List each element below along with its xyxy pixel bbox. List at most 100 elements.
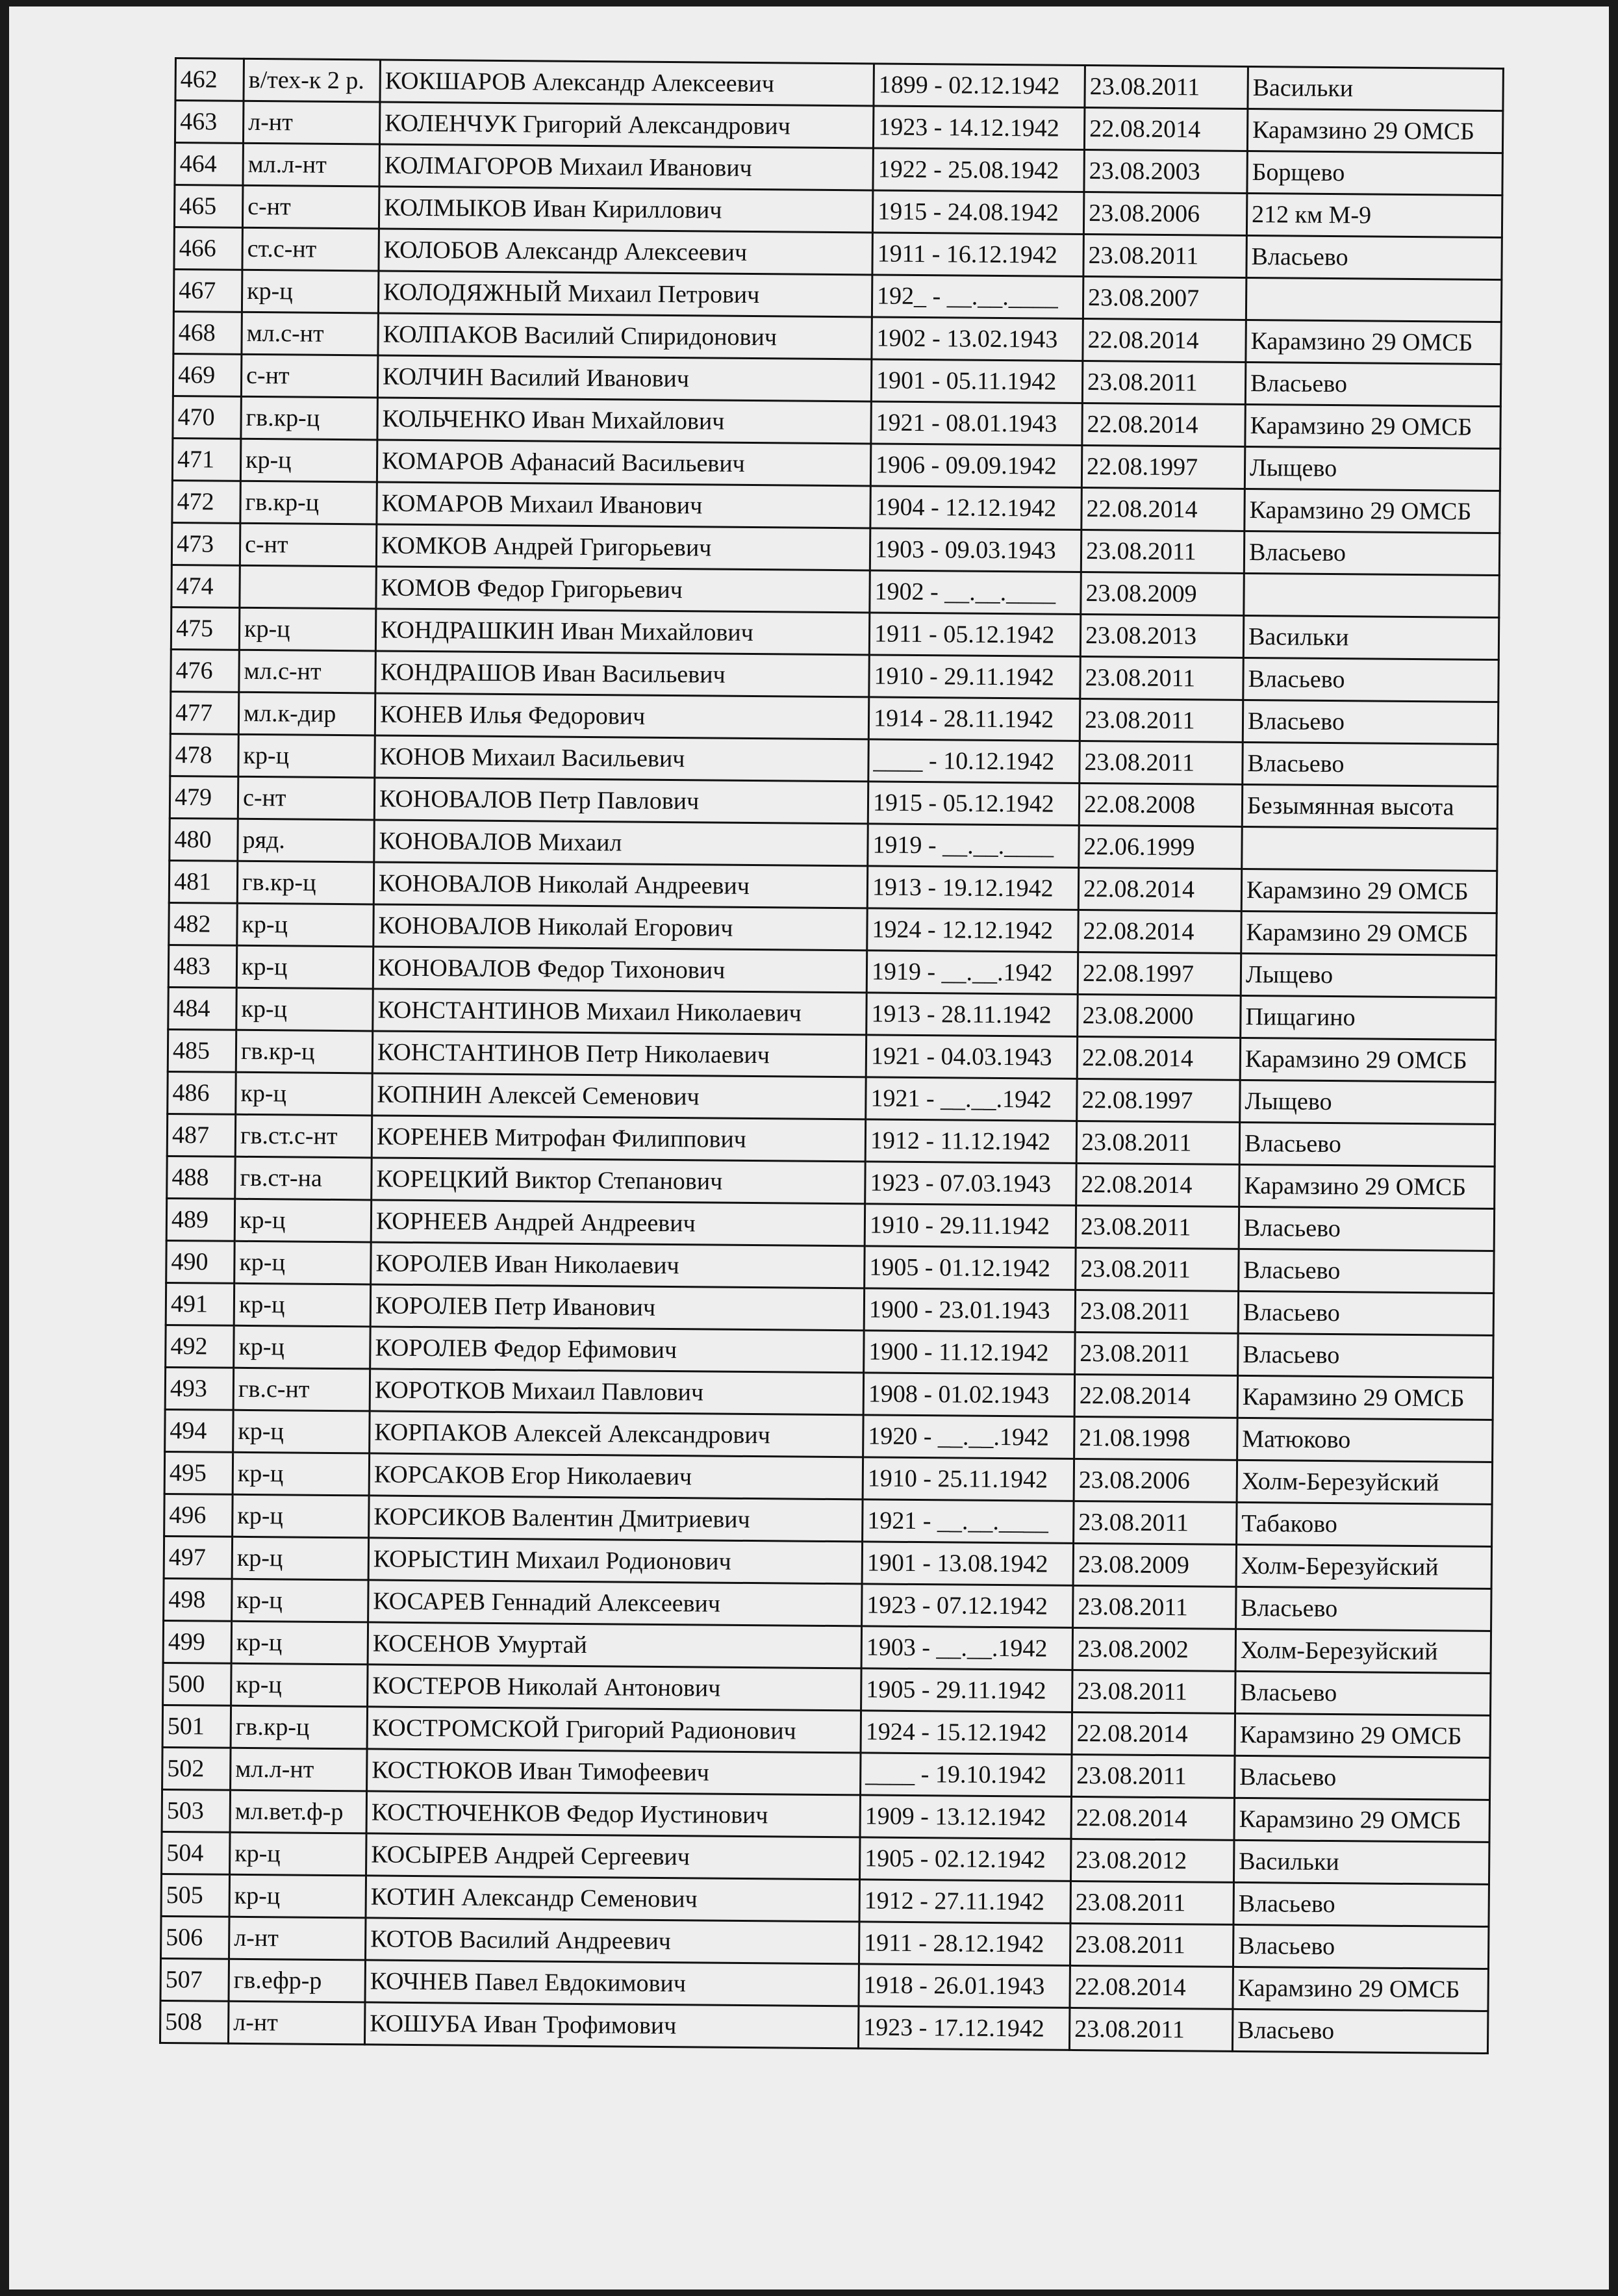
row-number-cell: 504 [161,1831,231,1875]
full-name-cell: КОШУБА Иван Трофимович [364,2002,859,2048]
burial-place-cell: Карамзино 29 ОМСБ [1244,489,1500,533]
burial-place-cell: Карамзино 29 ОМСБ [1245,404,1501,449]
row-number-cell: 483 [168,945,237,988]
row-number-cell: 485 [168,1029,236,1073]
full-name-cell: КОНОВАЛОВ Михаил [373,819,868,866]
burial-place-cell [1241,826,1498,871]
row-number-cell: 477 [170,691,239,735]
full-name-cell: КОМАРОВ Афанасий Васильевич [377,439,871,486]
life-dates-cell: 1904 - 12.12.1942 [870,485,1082,530]
reburial-date-cell: 23.08.2011 [1076,1205,1239,1249]
rank-cell: л-нт [229,1917,366,1960]
reburial-date-cell: 23.08.2006 [1074,1459,1237,1503]
burial-place-cell: Холм-Березуйский [1236,1544,1492,1589]
life-dates-cell: 1899 - 02.12.1942 [873,63,1085,108]
burial-place-cell: Холм-Березуйский [1237,1460,1493,1505]
reburial-date-cell: 23.08.2011 [1080,698,1243,743]
row-number-cell: 474 [171,565,240,608]
life-dates-cell: 1923 - 07.03.1943 [865,1161,1077,1206]
full-name-cell: КОРПАКОВ Алексей Александрович [369,1410,864,1457]
life-dates-cell: 1911 - 28.12.1942 [859,1921,1070,1966]
rank-cell: гв.кр-ц [237,861,374,904]
burial-place-cell: Лыщево [1245,446,1500,491]
row-number-cell: 508 [160,2000,229,2044]
burial-place-cell: Власьево [1238,1291,1494,1336]
reburial-date-cell: 23.08.2007 [1083,276,1246,320]
reburial-date-cell: 23.08.2011 [1080,656,1244,700]
row-number-cell: 489 [166,1198,235,1242]
burial-place-cell [1246,277,1502,322]
reburial-date-cell: 23.08.2009 [1073,1543,1237,1587]
rank-cell: с-нт [242,185,379,229]
burial-place-cell: Власьево [1243,700,1498,745]
life-dates-cell: 1902 - __.__.____ [869,570,1081,615]
reburial-date-cell: 23.08.2011 [1084,65,1248,109]
life-dates-cell: 1903 - 09.03.1943 [870,528,1081,572]
reburial-date-cell: 21.08.1998 [1074,1416,1238,1461]
rank-cell: кр-ц [236,988,373,1031]
life-dates-cell: 1918 - 26.01.1943 [858,1963,1070,2008]
table-body: 462 в/тех-к 2 р. КОКШАРОВ Александр Алексе… [160,58,1504,2054]
row-number-cell: 468 [173,311,242,355]
rank-cell: л-нт [228,2001,365,2045]
full-name-cell: КОЛМЫКОВ Иван Кириллович [379,186,873,233]
row-number-cell: 475 [171,607,240,650]
reburial-date-cell: 22.08.2014 [1077,1036,1241,1080]
reburial-date-cell: 22.08.1997 [1081,445,1245,489]
reburial-date-cell: 22.08.2014 [1084,107,1248,151]
full-name-cell: КОСЫРЕВ Андрей Сергеевич [366,1833,861,1880]
rank-cell: мл.л-нт [230,1748,368,1791]
life-dates-cell: 1912 - 27.11.1942 [859,1879,1071,1924]
burial-place-cell: Власьево [1237,1333,1494,1378]
full-name-cell: КОПНИН Алексей Семенович [372,1073,866,1119]
life-dates-cell: 1919 - __.__.____ [867,823,1080,868]
life-dates-cell: 1905 - 02.12.1942 [859,1837,1072,1881]
row-number-cell: 463 [175,100,244,144]
rank-cell: кр-ц [233,1325,371,1369]
burial-place-cell: Лыщево [1239,1080,1496,1125]
rank-cell: гв.ст.с-нт [235,1114,372,1158]
life-dates-cell: 1921 - __.__.1942 [865,1077,1078,1121]
life-dates-cell: 1910 - 29.11.1942 [868,654,1081,699]
reburial-date-cell: 23.08.2011 [1079,741,1243,785]
life-dates-cell: 1901 - 13.08.1942 [862,1541,1074,1586]
row-number-cell: 497 [164,1536,233,1579]
life-dates-cell: 1909 - 13.12.1942 [860,1794,1072,1839]
life-dates-cell: 1908 - 01.02.1943 [863,1372,1075,1417]
row-number-cell: 473 [171,522,240,566]
full-name-cell: КОНОВАЛОВ Федор Тихонович [373,946,867,993]
burial-place-cell: Власьево [1234,1755,1491,1800]
rank-cell: с-нт [238,776,375,820]
row-number-cell: 505 [161,1874,230,1917]
reburial-date-cell: 22.08.2008 [1079,783,1243,827]
rank-cell: гв.ефр-р [229,1959,366,2002]
life-dates-cell: 1922 - 25.08.1942 [872,147,1085,192]
rank-cell: кр-ц [236,945,373,989]
life-dates-cell: 1910 - 29.11.1942 [865,1203,1076,1248]
burial-place-cell: Власьево [1242,742,1498,787]
rank-cell: кр-ц [235,1072,373,1116]
life-dates-cell: 1905 - 01.12.1942 [864,1245,1076,1290]
full-name-cell: КОСТЮКОВ Иван Тимофеевич [366,1748,861,1795]
reburial-date-cell: 22.08.2014 [1072,1712,1235,1756]
burial-place-cell: Карамзино 29 ОМСБ [1232,1967,1489,2011]
row-number-cell: 467 [173,269,242,313]
rank-cell: гв.кр-ц [240,481,377,524]
reburial-date-cell: 23.08.2011 [1081,529,1245,574]
life-dates-cell: 1923 - 07.12.1942 [861,1583,1074,1628]
full-name-cell: КОРЕНЕВ Митрофан Филиппович [372,1115,866,1162]
life-dates-cell: 1914 - 28.11.1942 [868,696,1080,741]
reburial-date-cell: 23.08.2009 [1080,572,1245,616]
reburial-date-cell: 23.08.2011 [1072,1585,1237,1629]
rank-cell: кр-ц [231,1579,369,1622]
row-number-cell: 500 [162,1663,232,1706]
life-dates-cell: 1915 - 05.12.1942 [868,781,1080,826]
rank-cell: кр-ц [231,1621,368,1665]
full-name-cell: КОЧНЕВ Павел Евдокимович [364,1959,859,2006]
burial-place-cell: Карамзино 29 ОМСБ [1235,1713,1491,1758]
reburial-date-cell: 23.08.2011 [1069,2008,1233,2052]
rank-cell: кр-ц [233,1452,370,1496]
rank-cell: гв.кр-ц [231,1705,368,1749]
life-dates-cell: 1902 - 13.02.1943 [871,316,1083,361]
full-name-cell: КОНОВАЛОВ Петр Павлович [374,777,868,824]
